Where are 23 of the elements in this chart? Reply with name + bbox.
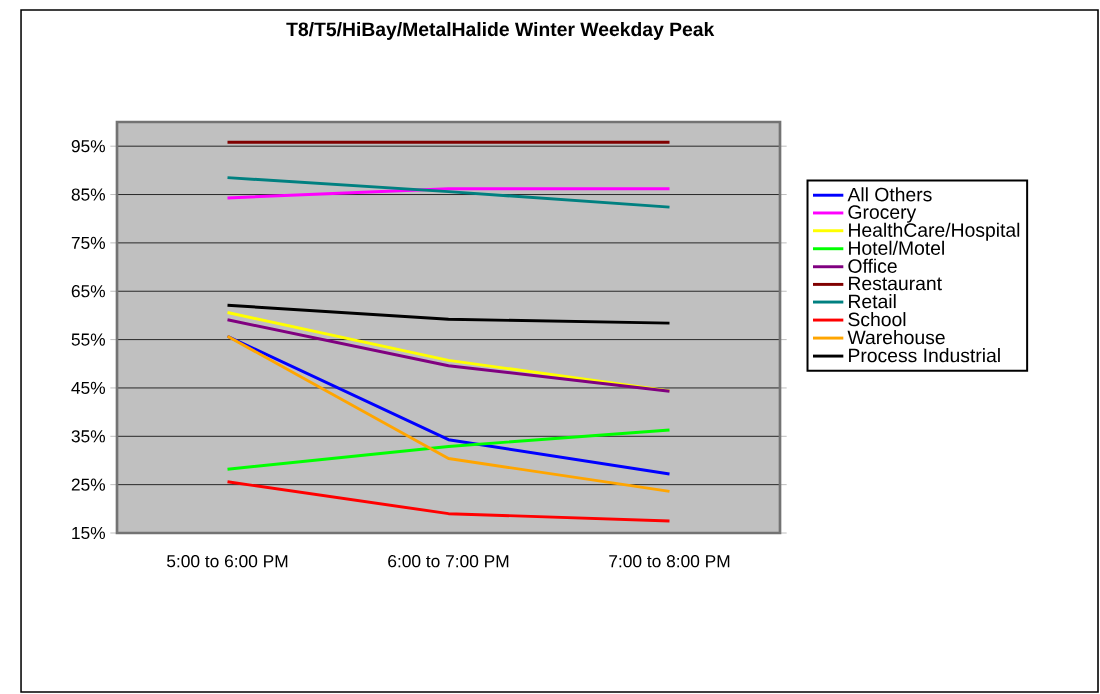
x-tick-label: 6:00 to 7:00 PM	[388, 555, 509, 568]
legend-label: School	[848, 312, 906, 327]
x-tick-label: 5:00 to 6:00 PM	[167, 555, 288, 568]
y-tick-label: 25%	[71, 478, 106, 491]
x-tick-label: 7:00 to 8:00 PM	[609, 555, 730, 568]
legend-label: All Others	[847, 187, 932, 202]
y-tick-label: 75%	[71, 236, 106, 249]
y-tick-label: 95%	[71, 140, 106, 153]
y-tick-label: 55%	[71, 333, 106, 346]
y-tick-label: 35%	[71, 430, 106, 443]
y-tick-label: 65%	[71, 285, 106, 298]
legend-label: Hotel/Motel	[849, 240, 944, 255]
legend-label: Grocery	[848, 205, 917, 223]
legend-label: Restaurant	[849, 276, 942, 291]
legend-label: Warehouse	[847, 330, 945, 345]
legend-label: Process Industrial	[849, 348, 1000, 363]
y-tick-label: 45%	[71, 381, 106, 395]
legend-label: HealthCare/Hospital	[849, 222, 1020, 241]
y-tick-label: 85%	[71, 188, 106, 201]
chart-title: T8/T5/HiBay/MetalHalide Winter Weekday Peak	[286, 21, 715, 40]
legend-label: Retail	[849, 294, 896, 309]
y-tick-label: 15%	[72, 526, 106, 540]
legend-label: Office	[848, 258, 897, 273]
